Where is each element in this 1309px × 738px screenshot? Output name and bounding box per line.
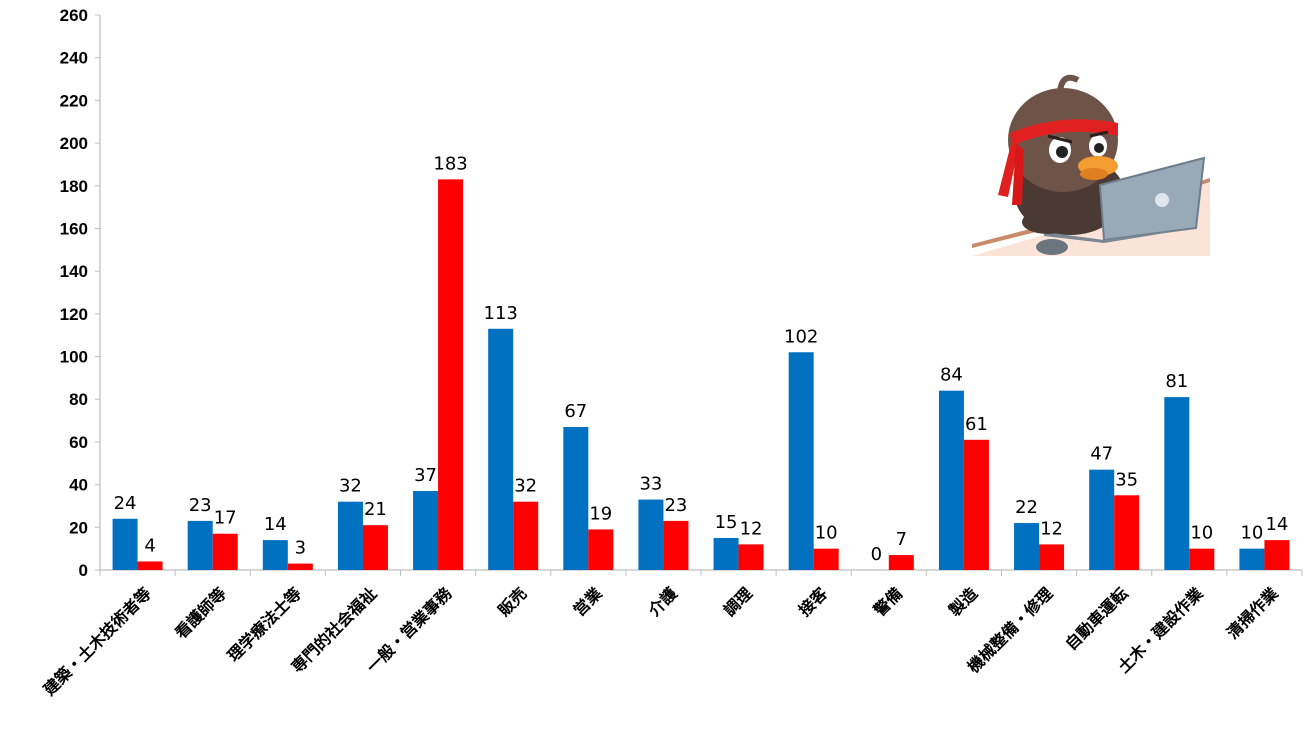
data-label: 33: [639, 474, 662, 495]
bar-series-1-0: [112, 518, 138, 570]
y-tick-label: 200: [60, 134, 88, 153]
bar-series-2-4: [438, 179, 464, 570]
data-label: 14: [264, 514, 287, 535]
y-tick-label: 120: [60, 305, 88, 324]
y-tick-label: 100: [60, 348, 88, 367]
data-label: 12: [740, 518, 763, 539]
data-label: 12: [1040, 518, 1063, 539]
y-tick-label: 140: [60, 262, 88, 281]
bars: [112, 179, 1290, 570]
data-label: 47: [1090, 444, 1113, 465]
bar-series-1-5: [488, 328, 514, 570]
bar-series-2-9: [813, 548, 839, 570]
x-tick-label: 自動車運転: [1061, 584, 1131, 654]
x-tick-label: 理学療法士等: [224, 584, 305, 665]
bar-series-2-13: [1114, 495, 1140, 570]
data-label: 21: [364, 499, 387, 520]
bar-series-1-15: [1239, 548, 1265, 570]
bar-series-2-10: [888, 555, 914, 570]
data-label: 0: [871, 544, 882, 565]
bar-series-1-14: [1164, 397, 1190, 570]
data-label: 23: [664, 495, 687, 516]
data-label: 10: [815, 523, 838, 544]
bar-series-2-15: [1264, 540, 1290, 570]
data-label: 7: [896, 529, 907, 550]
x-tick-label: 製造: [944, 583, 981, 620]
bar-series-2-5: [513, 501, 539, 570]
y-tick-label: 180: [60, 177, 88, 196]
x-tick-label: 建築・土木技術者等: [40, 584, 155, 699]
bar-series-1-3: [337, 501, 363, 570]
bar-series-2-3: [362, 525, 388, 570]
y-tick-label: 20: [69, 518, 88, 537]
bar-series-2-11: [963, 439, 989, 570]
bar-series-1-13: [1089, 469, 1115, 570]
data-label: 37: [414, 465, 437, 486]
bar-series-2-14: [1189, 548, 1215, 570]
data-label: 113: [484, 303, 518, 324]
bar-series-1-4: [413, 491, 439, 570]
x-axis-ticks: 建築・土木技術者等 看護師等理学療法士等専門的社会福祉一般・営業事務 販売 営業 介護調…: [40, 583, 1283, 699]
data-label: 183: [433, 153, 467, 174]
y-tick-label: 240: [60, 49, 88, 68]
data-label: 84: [940, 365, 963, 386]
bar-series-2-7: [663, 520, 689, 570]
bar-series-1-12: [1014, 523, 1040, 570]
bar-series-2-6: [588, 529, 614, 570]
data-label: 14: [1265, 514, 1288, 535]
bar-series-2-0: [137, 561, 163, 570]
data-label: 10: [1190, 523, 1213, 544]
data-label: 81: [1165, 371, 1188, 392]
x-tick-label: 清掃作業: [1223, 583, 1282, 642]
x-tick-label: 接客: [795, 583, 832, 620]
data-label: 10: [1240, 523, 1263, 544]
bar-series-2-2: [287, 563, 313, 570]
data-label: 3: [295, 538, 306, 559]
data-label: 23: [189, 495, 212, 516]
y-tick-label: 60: [69, 433, 88, 452]
data-label: 32: [339, 476, 362, 497]
bar-series-2-12: [1039, 544, 1065, 570]
bar-series-1-6: [563, 426, 589, 570]
data-label: 35: [1115, 469, 1138, 490]
x-tick-label: 販売: [494, 584, 530, 620]
bar-series-1-2: [262, 540, 288, 570]
data-labels: 24 23 14 32 37 113 67 33 15 102 0 84 22 47 81 10 4 17 3 21 1…: [114, 153, 1289, 565]
data-label: 15: [715, 512, 738, 533]
bar-series-1-9: [788, 352, 814, 570]
y-tick-label: 0: [79, 561, 88, 580]
duck-mascot-at-laptop-illustration: [972, 74, 1210, 256]
data-label: 4: [144, 535, 155, 556]
data-label: 22: [1015, 497, 1038, 518]
data-label: 67: [564, 401, 587, 422]
data-label: 19: [589, 503, 612, 524]
bar-series-1-7: [638, 499, 664, 570]
bar-series-1-8: [713, 537, 739, 570]
x-tick-label: 営業: [570, 583, 607, 620]
bar-series-1-11: [938, 390, 964, 570]
y-tick-label: 220: [60, 91, 88, 110]
data-label: 17: [214, 508, 237, 529]
x-tick-label: 警備: [869, 584, 906, 621]
x-tick-label: 看護師等: [171, 584, 230, 643]
y-tick-label: 160: [60, 219, 88, 238]
bar-series-1-1: [187, 520, 213, 570]
y-tick-label: 40: [69, 476, 88, 495]
y-tick-label: 80: [69, 390, 88, 409]
bar-series-2-8: [738, 544, 764, 570]
data-label: 102: [784, 326, 818, 347]
bar-series-2-1: [212, 533, 238, 570]
x-tick-label: 介護: [644, 583, 681, 620]
y-tick-label: 260: [60, 6, 88, 25]
data-label: 61: [965, 414, 988, 435]
x-tick-label: 調理: [720, 584, 756, 620]
data-label: 24: [114, 493, 137, 514]
data-label: 32: [514, 476, 537, 497]
